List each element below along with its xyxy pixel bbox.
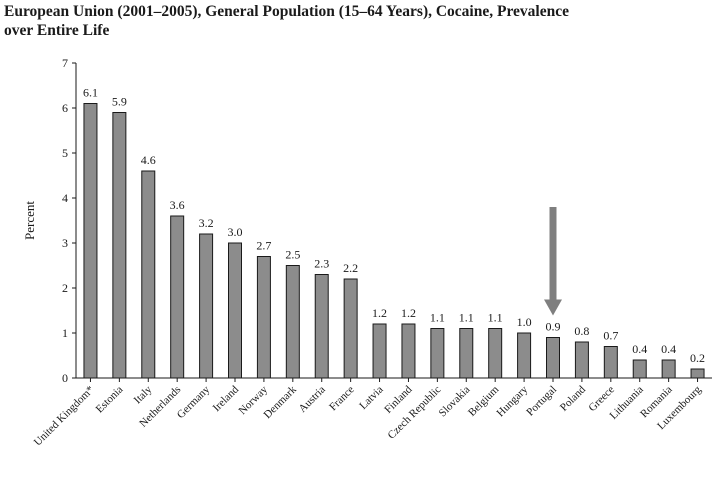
data-label: 1.1	[459, 311, 474, 325]
bar	[488, 328, 503, 379]
data-label: 1.2	[401, 306, 416, 320]
category-label: Austria	[296, 384, 327, 415]
category-label: Hungary	[495, 383, 531, 419]
bar	[690, 368, 705, 379]
data-label: 0.4	[661, 342, 676, 356]
highlight-arrow-shaft	[549, 207, 557, 302]
bar	[574, 341, 589, 379]
y-tick-label: 0	[62, 371, 68, 385]
y-tick-label: 7	[62, 56, 68, 70]
bar	[430, 328, 445, 379]
y-tick-label: 2	[62, 281, 68, 295]
bar	[459, 328, 474, 379]
data-label: 1.1	[488, 311, 503, 325]
data-label: 2.5	[285, 248, 300, 262]
y-tick-label: 6	[62, 101, 68, 115]
data-label: 0.2	[690, 351, 705, 365]
data-label: 5.9	[112, 95, 127, 109]
data-label: 1.1	[430, 311, 445, 325]
data-label: 3.6	[170, 198, 185, 212]
bar	[517, 332, 532, 379]
data-label: 0.9	[546, 320, 561, 334]
category-label: Denmark	[262, 383, 300, 421]
category-label: Italy	[132, 383, 155, 406]
y-tick-label: 5	[62, 146, 68, 160]
bar	[343, 278, 358, 379]
data-label: 0.4	[632, 342, 647, 356]
data-label: 3.0	[228, 225, 243, 239]
bar	[141, 170, 156, 379]
data-label: 2.3	[314, 257, 329, 271]
bar	[314, 274, 329, 379]
category-label: Slovakia	[437, 384, 473, 420]
bar	[170, 215, 185, 379]
chart-title-line-1: European Union (2001–2005), General Popu…	[4, 3, 570, 20]
y-tick-label: 1	[62, 326, 68, 340]
chart-title-line-2: over Entire Life	[4, 22, 110, 39]
data-label: 0.7	[603, 329, 618, 343]
data-label: 4.6	[141, 153, 156, 167]
bar	[661, 359, 676, 379]
category-label: United Kingdom*	[32, 384, 97, 449]
bar	[546, 337, 560, 379]
data-label: 1.0	[517, 315, 532, 329]
category-label: Czech Republic	[386, 384, 444, 442]
y-axis-label: Percent	[22, 201, 37, 240]
bar	[228, 242, 242, 379]
bar	[632, 359, 647, 379]
bar	[285, 265, 300, 379]
data-label: 6.1	[83, 86, 98, 100]
data-label: 2.2	[343, 261, 358, 275]
category-label: France	[327, 384, 357, 414]
y-tick-label: 4	[62, 191, 68, 205]
data-label: 0.8	[574, 324, 589, 338]
bar	[372, 323, 387, 379]
bar	[401, 323, 416, 379]
bar	[199, 233, 214, 379]
category-label: Estonia	[94, 384, 126, 416]
bar	[256, 256, 271, 379]
y-tick-label: 3	[62, 236, 68, 250]
bar	[112, 112, 127, 379]
bar	[83, 103, 98, 379]
category-label: Portugal	[524, 384, 559, 419]
category-label: Germany	[175, 383, 213, 421]
category-label: Poland	[558, 383, 588, 413]
chart-title: European Union (2001–2005), General Popu…	[4, 2, 716, 40]
highlight-arrow-head	[544, 299, 562, 316]
data-label: 1.2	[372, 306, 387, 320]
bars-group	[83, 103, 705, 379]
data-label: 2.7	[256, 239, 271, 253]
data-label: 3.2	[199, 216, 214, 230]
bar	[603, 346, 618, 379]
